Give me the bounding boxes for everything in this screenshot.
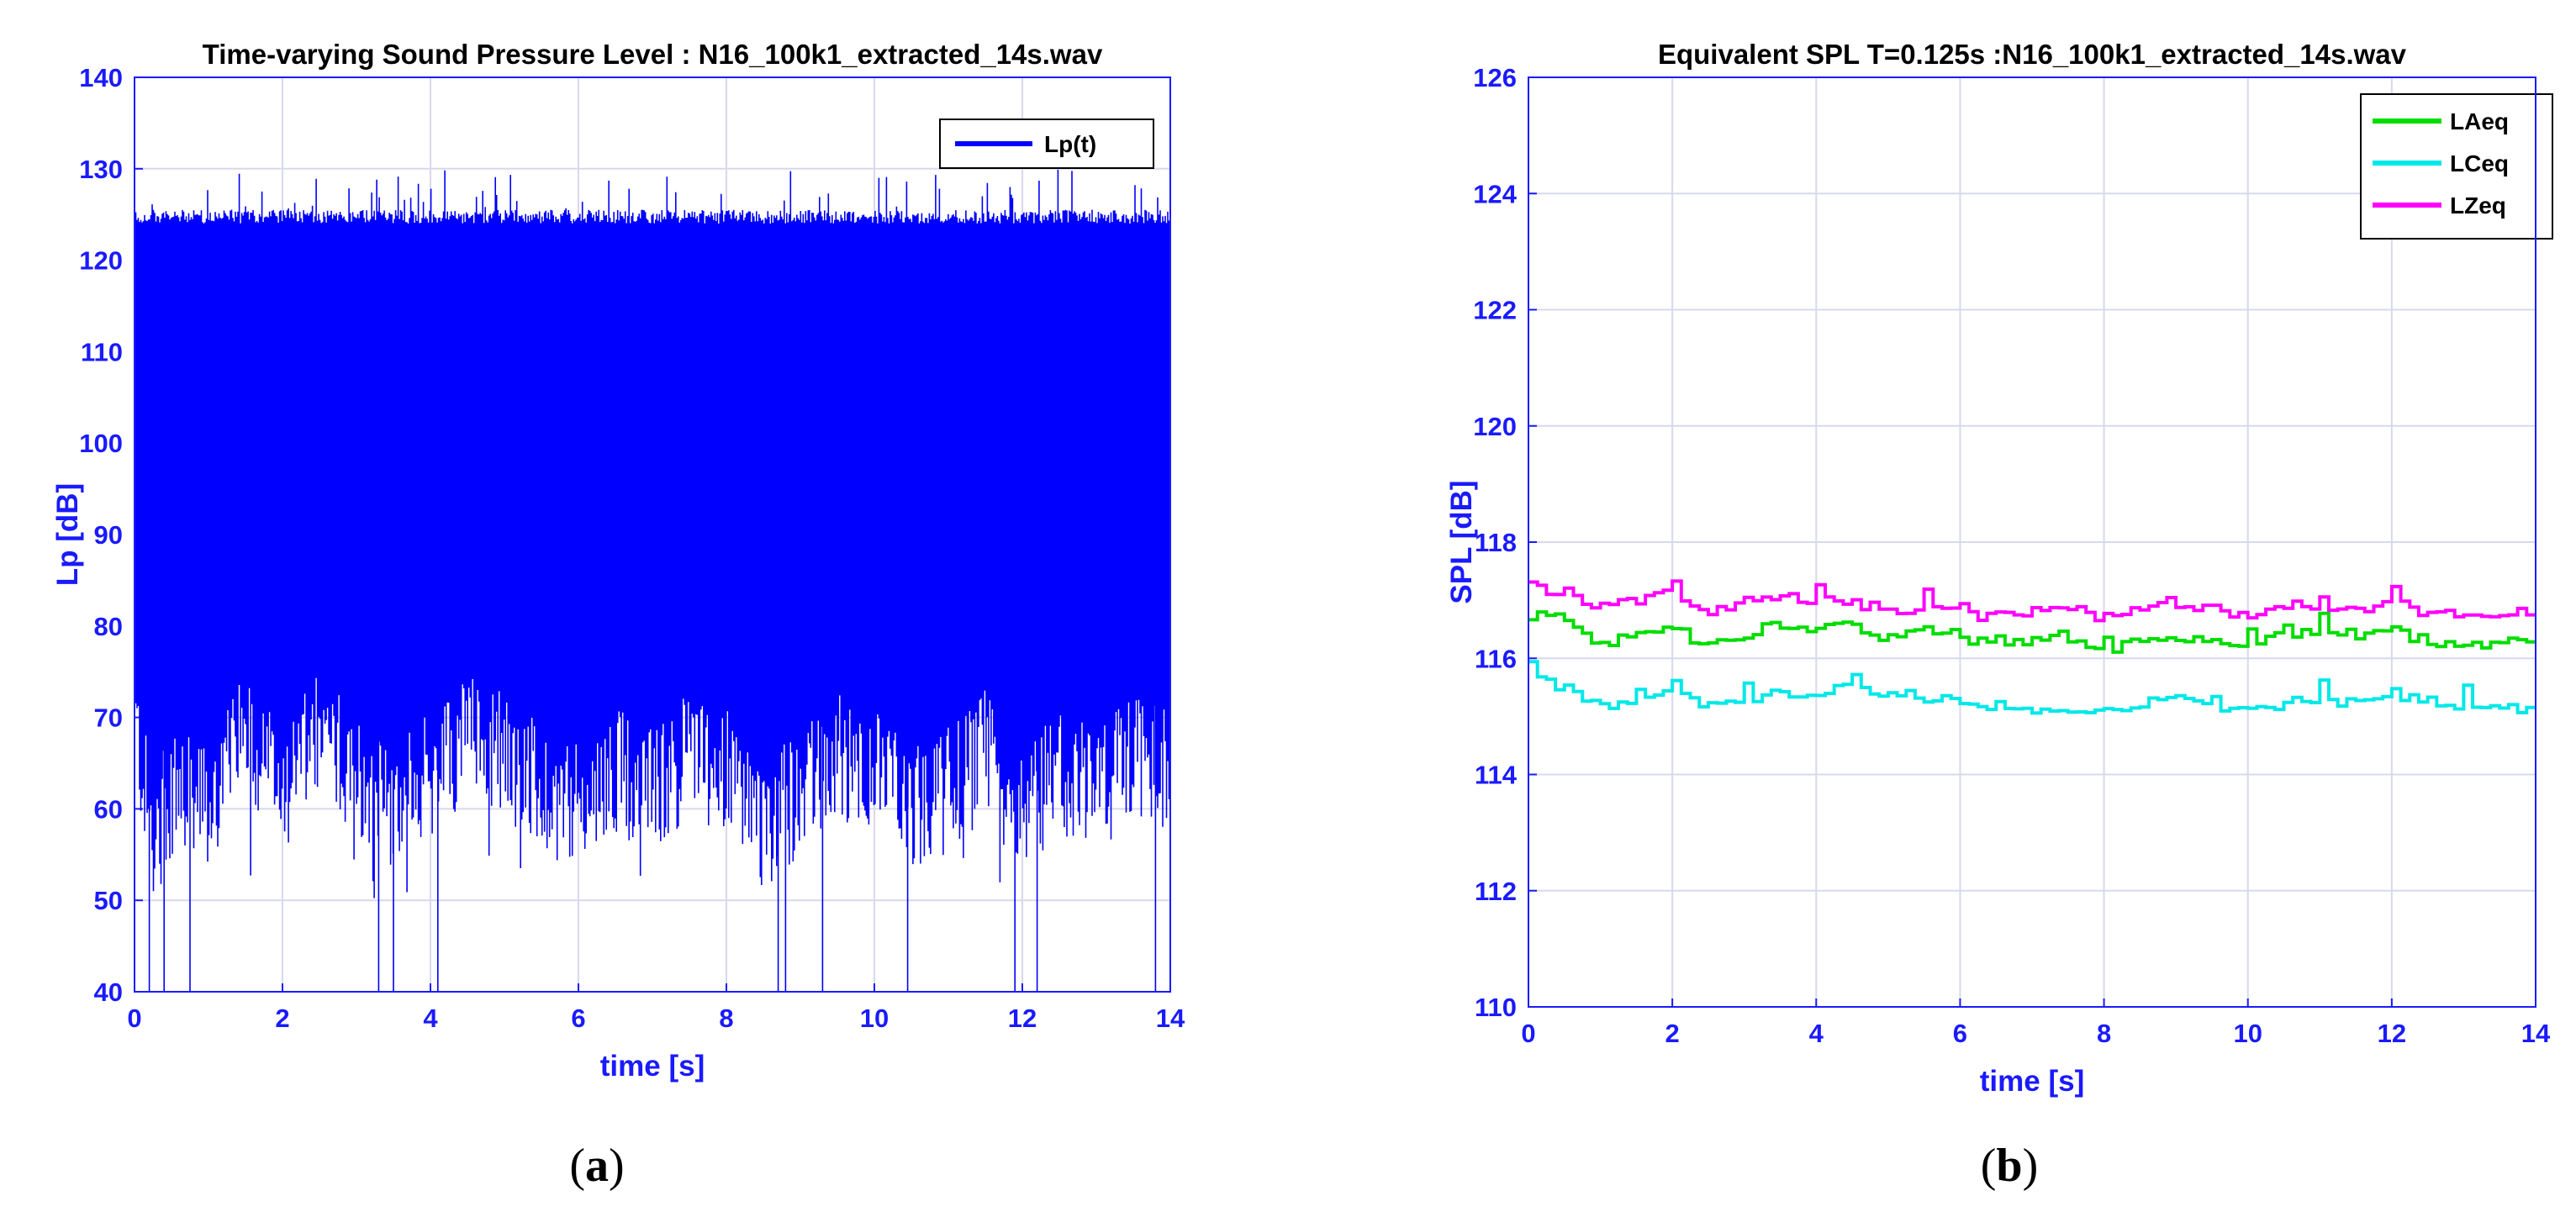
chart-panel-a: 0 2 4 6 8 10 12 14 40 50 60 70 80 90 100 110 120 130 140 Ti… <box>51 39 1185 1083</box>
y-tick-label: 112 <box>1475 877 1517 906</box>
x-tick-label: 12 <box>2378 1019 2406 1048</box>
plot-frame <box>1528 76 2536 1008</box>
legend-label-lp: Lp(t) <box>1044 131 1096 157</box>
legend-label-laeq: LAeq <box>2450 108 2509 134</box>
y-tick-label: 130 <box>79 155 123 184</box>
y-tick-label: 40 <box>94 977 123 1007</box>
caption-panel-b: (b) <box>1981 1140 2038 1192</box>
y-tick-label: 70 <box>94 703 123 733</box>
y-tick-label: 126 <box>1473 63 1517 92</box>
x-tick-label: 0 <box>127 1004 141 1033</box>
x-axis-label: time [s] <box>600 1050 705 1083</box>
y-tick-label: 50 <box>94 886 123 915</box>
y-tick-label: 110 <box>81 337 123 366</box>
y-tick-label: 124 <box>1473 179 1517 208</box>
legend-label-lceq: LCeq <box>2450 150 2509 176</box>
x-tick-label: 14 <box>2521 1019 2551 1048</box>
y-tick-label: 90 <box>94 520 123 550</box>
y-tick-label: 118 <box>1475 528 1517 557</box>
x-tick-label: 8 <box>719 1004 733 1033</box>
x-axis-label: time [s] <box>1980 1065 2084 1098</box>
series-lzeq-line <box>1528 579 2536 623</box>
y-tick-label: 120 <box>79 246 123 276</box>
y-tick-label: 116 <box>1475 644 1517 673</box>
y-tick-label: 60 <box>94 794 123 824</box>
x-tick-label: 2 <box>275 1004 289 1033</box>
y-tick-label: 100 <box>79 429 123 458</box>
series-lp-trace <box>134 169 1171 992</box>
y-tick-label: 110 <box>1475 993 1517 1022</box>
x-tick-label: 10 <box>860 1004 889 1033</box>
y-tick-label: 122 <box>1473 296 1517 325</box>
x-tick-label: 6 <box>571 1004 585 1033</box>
series-laeq-line <box>1528 610 2536 654</box>
chart-title: Time-varying Sound Pressure Level : N16_… <box>203 39 1103 70</box>
x-tick-label: 4 <box>1809 1019 1824 1048</box>
chart-title: Equivalent SPL T=0.125s :N16_100k1_extra… <box>1658 39 2407 70</box>
x-tick-label: 8 <box>2097 1019 2111 1048</box>
y-tick-label: 140 <box>79 63 123 92</box>
x-tick-label: 4 <box>423 1004 438 1033</box>
y-tick-label: 114 <box>1475 761 1518 790</box>
x-tick-label: 14 <box>1156 1004 1185 1033</box>
legend: LAeq LCeq LZeq <box>2360 93 2553 240</box>
legend: Lp(t) <box>939 119 1154 169</box>
x-tick-label: 12 <box>1008 1004 1037 1033</box>
x-tick-label: 6 <box>1953 1019 1967 1048</box>
chart-panel-b: 0 2 4 6 8 10 12 14 110 112 114 116 118 120 122 124 126 Eq… <box>1445 39 2553 1098</box>
x-tick-label: 0 <box>1521 1019 1535 1048</box>
y-tick-label: 120 <box>1473 412 1517 441</box>
plot-frame <box>134 76 1171 993</box>
x-tick-label: 10 <box>2233 1019 2262 1048</box>
y-tick-label: 80 <box>94 612 123 641</box>
x-tick-label: 2 <box>1665 1019 1680 1048</box>
y-axis-label: Lp [dB] <box>51 483 84 586</box>
caption-panel-a: (a) <box>569 1140 624 1192</box>
legend-label-lzeq: LZeq <box>2450 192 2506 219</box>
series-lceq-line <box>1528 660 2536 715</box>
y-axis-label: SPL [dB] <box>1445 480 1478 603</box>
legend-box <box>2360 93 2553 240</box>
